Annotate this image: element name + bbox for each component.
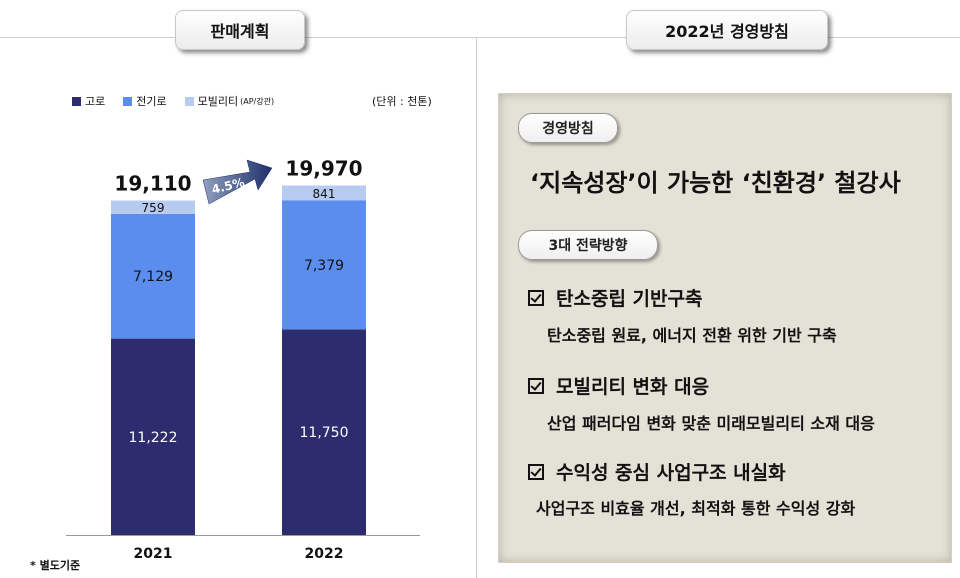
total-label: 19,970 [285,157,362,181]
header-divider [0,37,960,38]
legend-swatch [72,96,81,106]
strategy-3-desc: 사업구조 비효율 개선, 최적화 통한 수익성 강화 [536,499,856,518]
legend-item-electric-furnace: 전기로 [123,93,167,109]
strategy-label-pill: 3대 전략방향 [518,230,658,260]
total-label: 19,110 [114,172,191,196]
checkbox-checked-icon [528,289,544,306]
data-label: 7,379 [304,258,344,274]
strategy-1-title: 탄소중립 기반구축 [528,284,702,311]
x-tick-label: 2022 [305,546,344,562]
stacked-bar-chart: 11,222 7,129 759 19,110 2021 11,750 7,379 841 19… [66,157,420,562]
strategy-2-title: 모빌리티 변화 대응 [528,372,709,399]
sales-plan-header: 판매계획 [175,10,305,50]
unit-label: (단위 : 천톤) [372,95,432,108]
legend-label: 전기로 [136,95,167,108]
management-policy-header: 2022년 경영방침 [626,10,828,50]
footnote: * 별도기준 [30,559,81,572]
data-label: 759 [142,201,165,215]
bar-segment-3-2022 [282,185,366,201]
legend-sublabel: (AP/강관) [240,96,275,106]
strategy-title-text: 탄소중립 기반구축 [556,288,703,310]
legend-item-mobility: 모빌리티 (AP/강관) [184,93,275,109]
strategy-title-text: 모빌리티 변화 대응 [556,376,710,398]
legend-label: 모빌리티 [197,95,239,108]
strategy-3-title: 수익성 중심 사업구조 내실화 [528,458,786,485]
data-label: 11,750 [300,425,349,441]
data-label: 841 [313,187,336,201]
data-label: 7,129 [133,269,173,285]
checkbox-checked-icon [528,377,544,394]
growth-arrow-icon [202,159,273,205]
policy-slogan: ‘지속성장’이 가능한 ‘친환경’ 철강사 [530,169,901,197]
policy-panel [498,93,952,563]
strategy-title-text: 수익성 중심 사업구조 내실화 [556,462,786,484]
chart-legend: 고로 전기로 모빌리티 (AP/강관) [72,93,292,109]
section-divider [476,37,477,578]
checkbox-checked-icon [528,463,544,480]
legend-label: 고로 [85,95,106,108]
bar-segment-1-2022 [282,329,366,535]
strategy-2-desc: 산업 패러다임 변화 맞춘 미래모빌리티 소재 대응 [547,414,875,433]
bar-segment-3-2021 [111,200,195,214]
strategy-1-desc: 탄소중립 원료, 에너지 전환 위한 기반 구축 [547,326,837,345]
legend-swatch [184,96,194,106]
legend-swatch [123,96,133,106]
x-tick-label: 2021 [134,546,173,562]
bar-segment-1-2021 [111,338,195,535]
data-label: 11,222 [129,430,178,446]
legend-item-blast-furnace: 고로 [72,93,105,109]
bar-segment-2-2022 [282,200,366,330]
bar-segment-2-2021 [111,213,195,339]
policy-label-pill: 경영방침 [518,113,618,143]
